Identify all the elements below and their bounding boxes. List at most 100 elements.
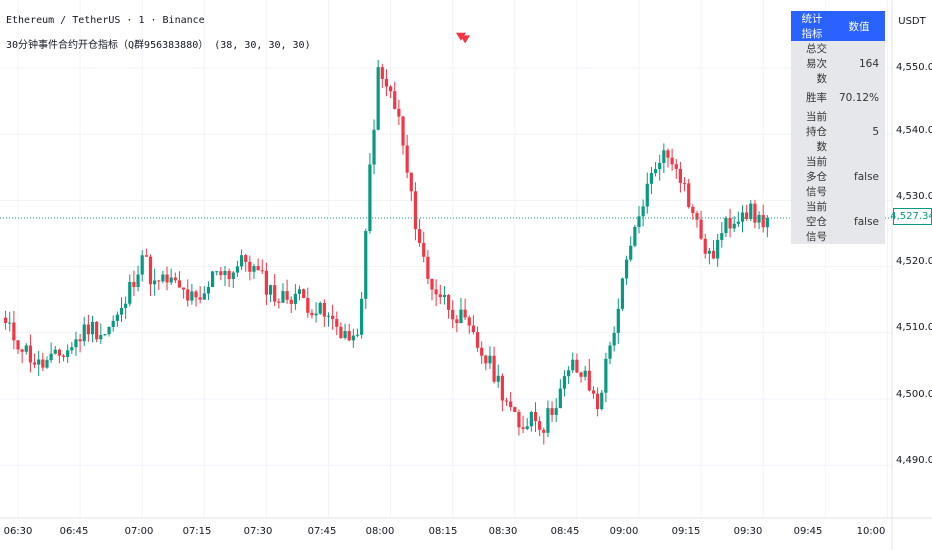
candle-body (438, 294, 442, 298)
candle-body (442, 295, 447, 298)
candle-body (132, 281, 136, 287)
candle-body (239, 255, 244, 267)
candle (761, 204, 765, 233)
candle-body (244, 255, 248, 262)
candle (128, 274, 132, 307)
candle (322, 299, 326, 328)
candle (699, 210, 703, 240)
candle-body (293, 293, 297, 304)
candle-body (761, 215, 765, 228)
candle-body (103, 334, 107, 336)
candle (417, 218, 422, 247)
candle-body (707, 250, 711, 254)
candle-body (260, 270, 264, 272)
candle (318, 301, 322, 315)
candle (509, 391, 513, 411)
candle-body (629, 245, 633, 260)
candle-body (521, 427, 525, 429)
candle-body (128, 281, 132, 304)
candle (99, 323, 103, 345)
candle (86, 314, 90, 342)
candle-body (86, 324, 90, 335)
candle (612, 326, 616, 352)
candle-body (732, 223, 736, 229)
candle (720, 221, 724, 248)
candle-body (753, 203, 757, 223)
indicator-title[interactable]: 30分钟事件合约开仓指标（Q群956383880） (38, 30, 30, 3… (6, 40, 311, 51)
time-tick: 07:15 (182, 526, 212, 537)
candle (82, 316, 86, 346)
candle-body (297, 289, 302, 294)
candle (202, 286, 206, 300)
candle (53, 345, 57, 355)
candle-body (488, 355, 492, 364)
candle-body (215, 271, 219, 273)
candle-body (749, 203, 753, 220)
candle-body (600, 392, 604, 410)
candle-body (678, 168, 682, 183)
candle (115, 311, 119, 327)
candle-body (604, 358, 608, 393)
time-tick: 09:45 (793, 526, 823, 537)
candle-body (16, 340, 20, 350)
candle-body (674, 164, 678, 169)
candle (310, 309, 314, 319)
stats-header-key: 统计指标 (791, 11, 833, 41)
candle-body (20, 349, 24, 352)
candle-body (339, 326, 343, 338)
time-tick: 10:00 (856, 526, 886, 537)
candle-body (235, 266, 240, 273)
candle (78, 333, 82, 353)
candle (157, 279, 161, 291)
candle-body (206, 287, 211, 294)
candle (678, 161, 682, 193)
candle (662, 143, 666, 174)
candle-body (343, 331, 347, 338)
candle-body (417, 229, 422, 243)
candle-body (451, 309, 455, 320)
candle (364, 228, 368, 309)
candle (169, 268, 173, 285)
candle-body (546, 408, 550, 433)
candle (66, 344, 70, 363)
candle-body (587, 370, 591, 391)
candle-body (252, 266, 256, 272)
candle (186, 279, 190, 307)
candle-body (583, 370, 587, 377)
candle-body (351, 335, 355, 341)
candle (140, 250, 144, 282)
candle (136, 265, 140, 292)
candle (351, 328, 355, 348)
stats-key: 总交易次数 (791, 41, 833, 86)
candle (380, 63, 384, 88)
candle (413, 182, 418, 241)
candle-body (231, 272, 235, 280)
candle (475, 326, 480, 352)
stats-value: 164 (832, 41, 885, 86)
candle (61, 354, 66, 362)
candle (529, 410, 533, 432)
candle-body (136, 274, 140, 287)
candle-body (384, 78, 389, 87)
candle-body (480, 347, 484, 356)
candle (600, 390, 604, 411)
candle-body (624, 259, 629, 279)
stats-row: 总交易次数 164 (791, 41, 885, 86)
candle-body (12, 322, 16, 341)
candle (608, 341, 612, 365)
candle-body (347, 331, 351, 341)
candle (513, 406, 517, 413)
candle (430, 278, 434, 301)
currency-label[interactable]: USDT (898, 15, 926, 27)
candle-body (550, 408, 554, 415)
symbol-title[interactable]: Ethereum / TetherUS · 1 · Binance (6, 15, 205, 26)
candle (471, 315, 475, 335)
candle (571, 352, 575, 373)
candle-body (107, 326, 111, 335)
candle-body (757, 215, 761, 223)
candle (575, 353, 579, 374)
candle-body (405, 145, 409, 173)
candle-body (691, 206, 695, 214)
candle (74, 331, 78, 356)
